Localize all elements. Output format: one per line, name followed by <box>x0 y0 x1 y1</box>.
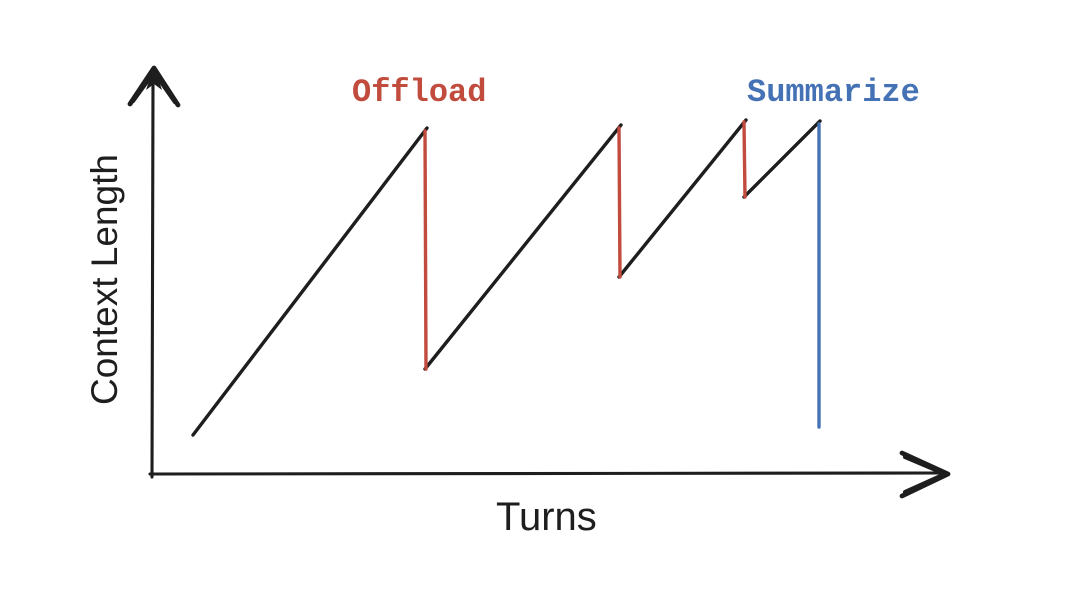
svg-text:Summarize: Summarize <box>747 74 920 111</box>
svg-text:Context Length: Context Length <box>84 154 125 405</box>
svg-text:Turns: Turns <box>496 495 597 539</box>
svg-text:Offload: Offload <box>352 74 486 111</box>
